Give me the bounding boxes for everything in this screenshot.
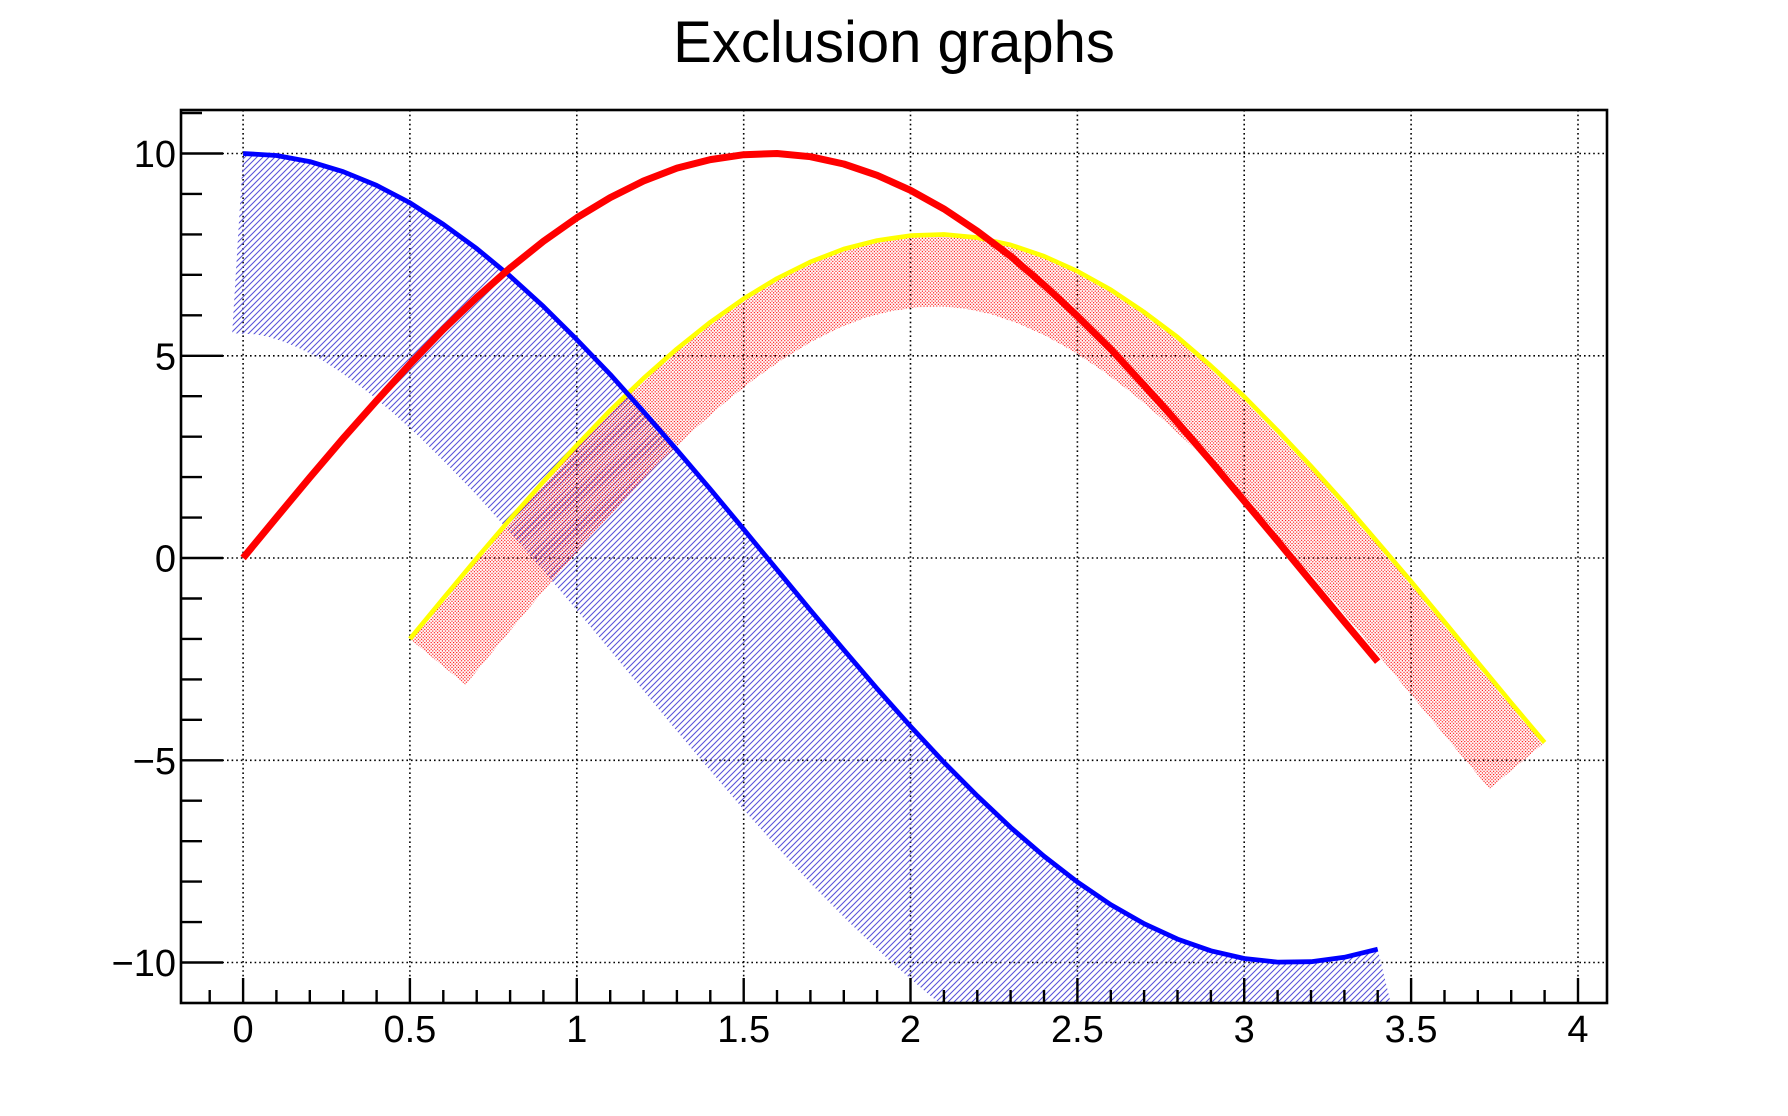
plot-frame	[179, 108, 1609, 1005]
x-tick-label: 2	[900, 1009, 921, 1051]
chart-title: Exclusion graphs	[673, 10, 1115, 75]
x-tick-label: 1	[566, 1009, 587, 1051]
y-axis-tick-labels: −10 −5 0 5 10	[112, 134, 176, 985]
exclusion-bands	[232, 153, 1545, 1003]
y-tick-label: 5	[155, 336, 176, 378]
x-tick-label: 3.5	[1385, 1009, 1438, 1051]
blue-cosine-curve	[242, 151, 1379, 965]
yellow-shifted-sine-curve	[408, 232, 1547, 744]
x-axis-tick-labels: 0 0.5 1 1.5 2 2.5 3 3.5 4	[233, 1009, 1589, 1051]
x-tick-label: 0.5	[383, 1009, 436, 1051]
x-tick-label: 4	[1567, 1009, 1588, 1051]
y-tick-label: −5	[133, 741, 176, 783]
blue-cosine-curve-exclusion-band	[232, 153, 1391, 1003]
yellow-shifted-sine-curve-exclusion-band	[409, 234, 1545, 789]
curves	[240, 150, 1547, 965]
y-tick-label: −10	[112, 943, 176, 985]
y-tick-label: 0	[155, 539, 176, 581]
x-tick-label: 1.5	[717, 1009, 770, 1051]
y-tick-label: 10	[134, 134, 176, 176]
x-tick-label: 3	[1234, 1009, 1255, 1051]
axis-ticks	[181, 111, 1580, 1003]
x-tick-label: 0	[233, 1009, 254, 1051]
red-sine-curve	[240, 150, 1381, 664]
x-tick-label: 2.5	[1051, 1009, 1104, 1051]
